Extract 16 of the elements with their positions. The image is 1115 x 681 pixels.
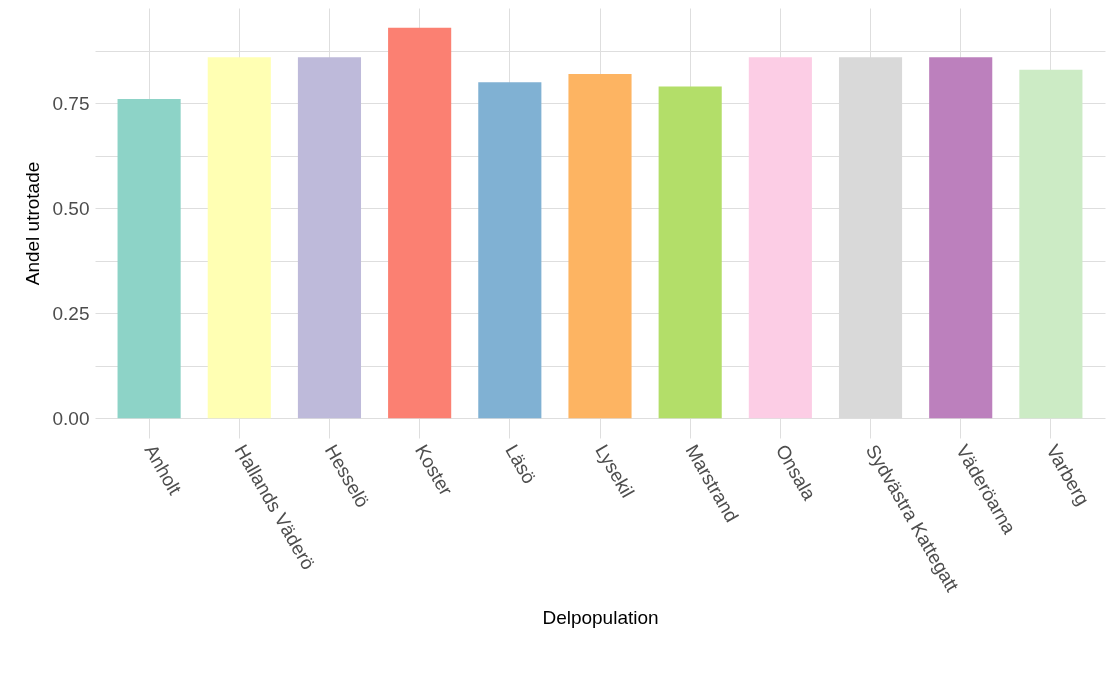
- y-tick-label: 0.75: [52, 92, 90, 114]
- x-axis-title: Delpopulation: [542, 607, 659, 629]
- bar: [568, 73, 632, 419]
- bar: [117, 99, 181, 419]
- y-tick-label: 0.00: [52, 407, 90, 429]
- bar: [388, 27, 452, 419]
- bar: [929, 57, 993, 419]
- y-axis-title: Andel utrotade: [21, 161, 43, 286]
- y-tick-label: 0.25: [52, 302, 90, 324]
- bar: [297, 57, 362, 419]
- bar: [748, 57, 812, 419]
- y-tick-label: 0.50: [52, 197, 90, 219]
- bar: [658, 86, 722, 419]
- bar: [207, 57, 271, 419]
- bar: [478, 82, 542, 419]
- bar: [1019, 69, 1083, 419]
